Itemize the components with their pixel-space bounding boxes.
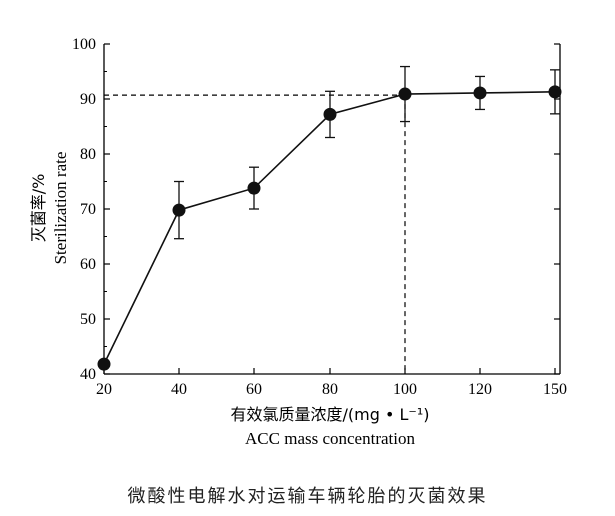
x-axis-title-en: ACC mass concentration: [245, 429, 415, 448]
x-tick-label: 100: [393, 381, 417, 398]
y-tick-label: 100: [72, 36, 96, 53]
y-tick-label: 70: [80, 201, 96, 218]
axis-titles: 有效氯质量浓度/(mg • L⁻¹) ACC mass concentratio…: [29, 152, 430, 448]
y-tick-label: 90: [80, 91, 96, 108]
y-tick-label: 50: [80, 311, 96, 328]
y-tick-label: 40: [80, 366, 96, 383]
data-point: [473, 86, 487, 100]
y-tick-label: 80: [80, 146, 96, 163]
x-tick-label: 120: [468, 381, 492, 398]
data-point: [548, 85, 562, 99]
reference-lines: [104, 94, 406, 374]
data-point: [247, 181, 261, 195]
x-tick-label: 80: [322, 381, 338, 398]
data-point: [172, 203, 186, 217]
x-tick-label: 150: [543, 381, 567, 398]
data-point: [97, 357, 111, 371]
y-axis-title-cn: 灭菌率/%: [29, 174, 48, 243]
x-tick-label: 60: [246, 381, 262, 398]
y-axis-title-en: Sterilization rate: [51, 152, 70, 265]
figure-caption: 微酸性电解水对运输车辆轮胎的灭菌效果: [127, 486, 488, 507]
data-point: [398, 87, 412, 101]
y-tick-label: 60: [80, 256, 96, 273]
data-series: [97, 65, 562, 371]
data-point: [323, 107, 337, 121]
x-tick-label: 40: [171, 381, 187, 398]
x-axis-title-cn: 有效氯质量浓度/(mg • L⁻¹): [230, 405, 429, 424]
x-tick-label: 20: [96, 381, 112, 398]
